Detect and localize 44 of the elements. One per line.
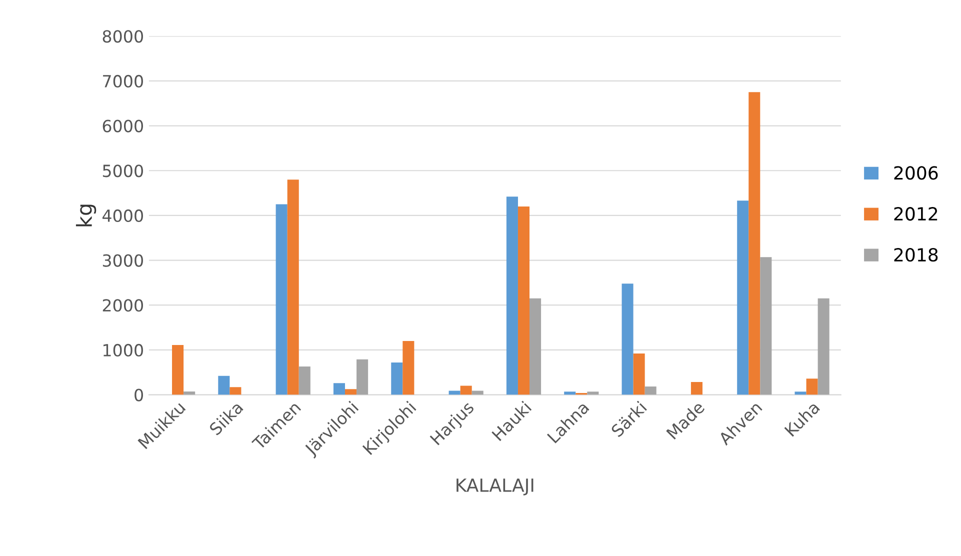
- bar: [518, 206, 530, 395]
- bar: [472, 390, 484, 395]
- legend-label: 2012: [894, 207, 938, 221]
- bar: [218, 376, 230, 395]
- legend-label: 2006: [894, 166, 938, 180]
- bar: [402, 340, 414, 395]
- y-tick-label: 0: [134, 388, 143, 402]
- y-tick-label: 6000: [102, 120, 143, 132]
- bar: [172, 345, 184, 395]
- y-axis-title: kg: [76, 204, 96, 226]
- bar: [276, 204, 288, 395]
- bar: [794, 392, 806, 395]
- bar: [760, 257, 772, 395]
- y-tick-label: 8000: [102, 30, 143, 43]
- bar: [587, 392, 599, 395]
- bar: [230, 387, 242, 395]
- bar: [748, 92, 760, 395]
- bar: [460, 386, 472, 395]
- y-tick-label: 7000: [103, 74, 143, 88]
- bar: [530, 298, 542, 395]
- bar: [184, 391, 196, 395]
- bar: [622, 284, 634, 395]
- bar: [506, 196, 518, 395]
- y-tick-label: 2000: [102, 299, 143, 312]
- x-axis-title: KALALAJI: [456, 478, 534, 496]
- y-tick-label: 3000: [102, 254, 143, 267]
- bar: [333, 383, 345, 395]
- bar: [806, 378, 818, 395]
- bar: [298, 366, 310, 395]
- bar: [287, 180, 299, 395]
- legend-label: 2018: [894, 248, 938, 262]
- bar: [564, 392, 576, 395]
- bar: [391, 362, 403, 395]
- bar: [644, 386, 656, 395]
- bar: [448, 390, 460, 395]
- bar: [356, 359, 368, 395]
- bar: [690, 382, 702, 395]
- bar: [633, 354, 645, 395]
- bar: [818, 298, 830, 395]
- y-tick-label: 1000: [104, 344, 143, 356]
- y-tick-label: 5000: [102, 164, 143, 178]
- y-tick-label: 4000: [102, 209, 143, 222]
- bar: [345, 389, 357, 395]
- bar: [737, 200, 749, 395]
